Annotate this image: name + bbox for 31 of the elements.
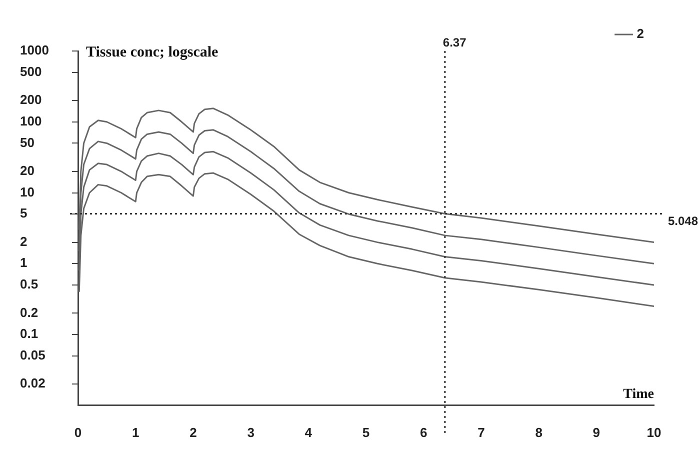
y-tick-label: 2	[20, 234, 28, 249]
ref-line-label: 5.048	[668, 214, 698, 228]
x-tick-label: 2	[190, 424, 197, 440]
x-tick-label: 3	[247, 424, 254, 440]
chart-title: Tissue conc; logscale	[86, 44, 219, 60]
x-tick-label: 4	[304, 424, 313, 440]
x-tick-label: 8	[535, 424, 542, 440]
x-tick-label: 0	[74, 424, 82, 440]
x-tick-label: 6	[420, 424, 428, 440]
y-tick-label: 50	[20, 134, 34, 150]
y-tick-label: 1	[20, 255, 28, 270]
y-tick-label: 0.5	[20, 276, 38, 292]
y-tick-label: 1000	[20, 42, 49, 58]
y-tick-label: 10	[20, 184, 34, 200]
y-tick-label: 0.02	[20, 376, 46, 391]
x-tick-label: 1	[132, 424, 140, 440]
y-tick-label: 500	[20, 64, 42, 79]
y-tick-label: 20	[20, 163, 34, 178]
y-tick-label: 5	[20, 206, 28, 221]
y-tick-label: 0.05	[20, 347, 46, 362]
y-tick-label: 100	[20, 113, 42, 128]
x-tick-label: 10	[646, 424, 662, 440]
x-axis-title: Time	[623, 387, 654, 402]
legend-label: 2	[636, 26, 644, 42]
x-tick-label: 7	[478, 424, 485, 440]
y-tick-label: 0.1	[20, 326, 38, 342]
y-tick-label: 0.2	[20, 304, 38, 320]
x-tick-label: 5	[362, 424, 370, 440]
ref-line-label: 6.37	[442, 35, 467, 50]
y-tick-label: 200	[20, 92, 42, 108]
x-tick-label: 9	[592, 424, 600, 440]
